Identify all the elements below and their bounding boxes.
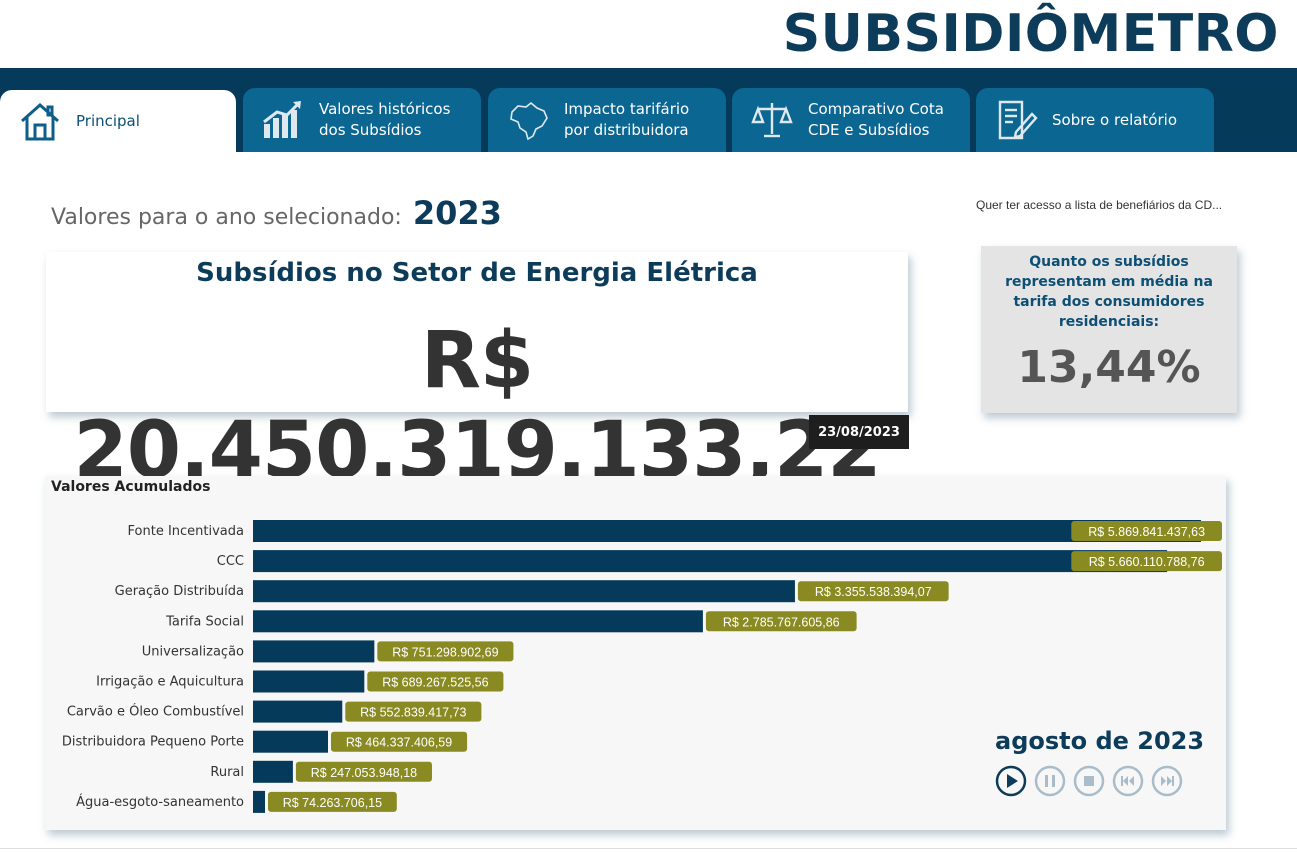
data-label: R$ 464.337.406,59 [346, 736, 452, 750]
bar[interactable] [253, 520, 1201, 542]
pause-icon [1045, 775, 1055, 787]
tab-label: Principal [76, 111, 140, 130]
next-button[interactable] [1151, 765, 1183, 797]
playback-controls [995, 765, 1183, 797]
bar[interactable] [253, 730, 328, 753]
bar-chart: Fonte Incentivada R$ 5.869.841.437,63 CCC R… [62, 520, 1222, 813]
previous-button[interactable] [1112, 765, 1144, 797]
data-label-background [267, 791, 397, 812]
bar[interactable] [253, 700, 343, 723]
bar-growth-icon [261, 98, 305, 142]
data-label-background [377, 641, 514, 662]
bar[interactable] [253, 760, 293, 783]
tab-label: Impacto tarifário por distribuidora [564, 100, 690, 139]
data-label-background [797, 581, 949, 602]
accumulated-values-chart: Valores Acumulados Fonte Incentivada R$ 5… [45, 476, 1226, 830]
total-subsidies-value: R$ 20.450.319.133,22 [73, 316, 881, 496]
app-title: SUBSIDIÔMETRO [782, 4, 1279, 64]
data-label: R$ 689.267.525,56 [382, 676, 488, 690]
beneficiaries-link[interactable]: Quer ter acesso a lista de benefiários d… [976, 198, 1223, 212]
bar[interactable] [253, 640, 375, 663]
skip-back-icon [1121, 776, 1134, 786]
data-label-background [367, 671, 504, 692]
residential-tariff-value: 13,44% [1017, 342, 1201, 393]
data-label: R$ 552.839.417,73 [360, 706, 466, 720]
nav-bar: Principal Valores históricos dos Subsídi… [0, 68, 1297, 152]
bar[interactable] [253, 550, 1168, 573]
data-label-background [1071, 521, 1222, 541]
tab-label: Sobre o relatório [1052, 110, 1177, 129]
data-label: R$ 247.053.948,18 [311, 766, 417, 780]
bottom-divider [0, 848, 1297, 849]
data-label-background [705, 611, 857, 632]
year-prefix: Valores para o ano selecionado: [51, 205, 402, 230]
tab-label: Comparativo Cota CDE e Subsídios [808, 100, 944, 139]
tab-label: Valores históricos dos Subsídios [319, 100, 451, 139]
tab-impacto-tarifario[interactable]: Impacto tarifário por distribuidora [488, 88, 726, 152]
data-label: R$ 74.263.706,15 [283, 796, 382, 810]
data-label-background [1071, 551, 1222, 572]
category-label: Tarifa Social [165, 614, 244, 629]
card-title: Subsídios no Setor de Energia Elétrica [196, 258, 758, 288]
tab-principal[interactable]: Principal [0, 90, 236, 152]
month-label: agosto de 2023 [995, 727, 1205, 755]
pause-button[interactable] [1034, 765, 1066, 797]
data-label: R$ 5.869.841.437,63 [1088, 525, 1205, 539]
category-label: Irrigação e Aquicultura [96, 675, 244, 690]
data-label: R$ 2.785.767.605,86 [723, 615, 840, 629]
category-label: Distribuidora Pequeno Porte [62, 735, 244, 750]
data-label-background [295, 761, 433, 782]
skip-forward-icon [1161, 776, 1174, 786]
bar[interactable] [253, 790, 265, 813]
bar[interactable] [253, 670, 365, 693]
play-icon [1007, 774, 1018, 788]
tab-comparativo-cota[interactable]: Comparativo Cota CDE e Subsídios [732, 88, 970, 152]
data-label: R$ 751.298.902,69 [392, 645, 498, 659]
data-label-background [330, 731, 468, 752]
category-label: Água-esgoto-saneamento [76, 794, 244, 810]
stop-button[interactable] [1073, 765, 1105, 797]
data-label-background [345, 701, 482, 722]
tab-sobre-relatorio[interactable]: Sobre o relatório [976, 88, 1214, 152]
document-edit-icon [994, 98, 1038, 142]
category-label: CCC [217, 554, 244, 569]
data-label: R$ 5.660.110.788,76 [1089, 555, 1205, 569]
bar[interactable] [253, 580, 795, 603]
chart-title: Valores Acumulados [51, 479, 211, 495]
category-label: Fonte Incentivada [128, 524, 244, 539]
house-icon [18, 99, 62, 143]
date-badge: 23/08/2023 [809, 415, 909, 449]
stop-icon [1084, 776, 1094, 786]
year-selection: Valores para o ano selecionado: 2023 [51, 194, 502, 232]
total-subsidies-card: Subsídios no Setor de Energia Elétrica R… [46, 252, 908, 496]
tab-valores-historicos[interactable]: Valores históricos dos Subsídios [243, 88, 481, 152]
scales-icon [750, 98, 794, 142]
category-label: Carvão e Óleo Combustível [67, 704, 244, 720]
brazil-map-icon [506, 98, 550, 142]
residential-tariff-question: Quanto os subsídios representam em média… [1005, 254, 1213, 330]
category-label: Universalização [142, 644, 244, 659]
residential-tariff-card: Quanto os subsídios representam em média… [981, 246, 1237, 413]
selected-year: 2023 [412, 194, 502, 232]
category-label: Rural [210, 765, 244, 780]
bar[interactable] [253, 610, 703, 633]
data-label: R$ 3.355.538.394,07 [815, 585, 932, 599]
category-label: Geração Distribuída [115, 584, 244, 599]
play-button[interactable] [995, 765, 1027, 797]
